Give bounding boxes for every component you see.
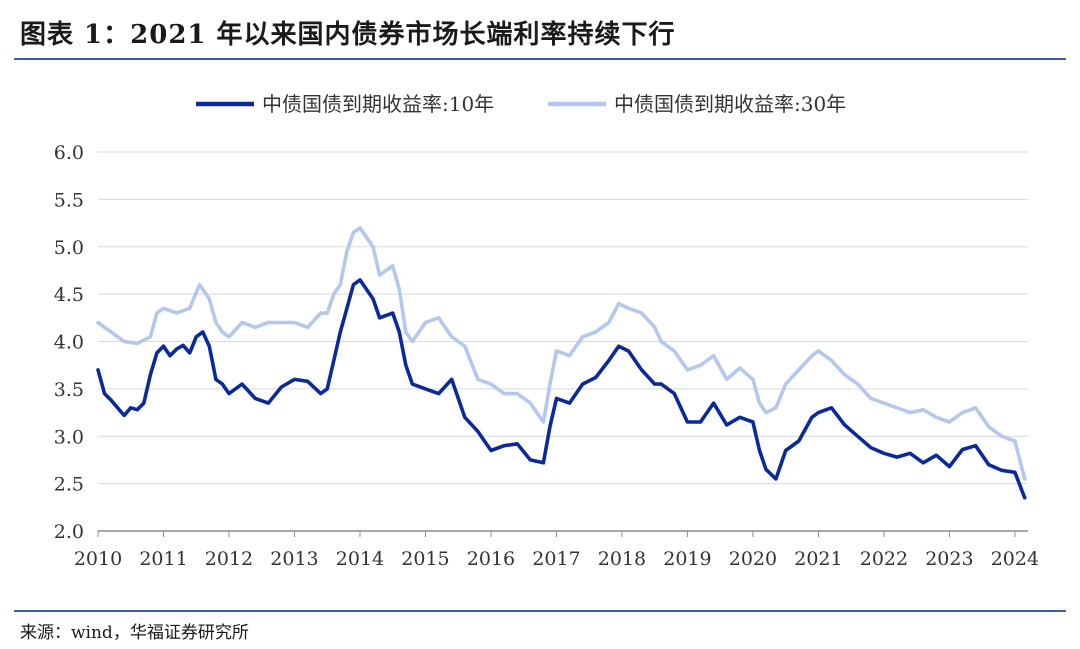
bottom-rule bbox=[14, 610, 1066, 612]
legend: 中债国债到期收益率:10年 中债国债到期收益率:30年 bbox=[196, 92, 846, 116]
x-tick-label: 2010 bbox=[74, 548, 122, 570]
series-lines bbox=[96, 226, 1027, 500]
legend-item-10y-label: 中债国债到期收益率:10年 bbox=[262, 92, 494, 116]
y-tick-label: 2.5 bbox=[54, 474, 84, 496]
gridlines bbox=[98, 151, 1028, 485]
x-tick-label: 2014 bbox=[336, 548, 384, 570]
x-tick-label: 2020 bbox=[729, 548, 777, 570]
x-tick-label: 2018 bbox=[598, 548, 646, 570]
y-tick-label: 5.0 bbox=[54, 237, 84, 259]
page-title: 图表 1：2021 年以来国内债券市场长端利率持续下行 bbox=[20, 20, 676, 50]
legend-item-30y-label: 中债国债到期收益率:30年 bbox=[614, 92, 846, 116]
y-tick-label: 6.0 bbox=[54, 142, 84, 164]
series-line-30y bbox=[96, 226, 1027, 481]
top-rule bbox=[14, 58, 1066, 60]
x-tick-label: 2019 bbox=[663, 548, 711, 570]
y-tick-label: 4.0 bbox=[54, 332, 84, 354]
y-tick-label: 3.5 bbox=[54, 379, 84, 401]
x-tick-label: 2017 bbox=[532, 548, 580, 570]
y-tick-label: 4.5 bbox=[54, 284, 84, 306]
x-tick-label: 2024 bbox=[991, 548, 1039, 570]
x-axis-ticks: 2010 2011 2012 2013 2014 2015 2016 2017 2018 2019… bbox=[74, 548, 1039, 570]
x-tick-label: 2015 bbox=[401, 548, 449, 570]
x-tick-label: 2023 bbox=[925, 548, 973, 570]
x-tick-label: 2021 bbox=[794, 548, 842, 570]
y-tick-label: 3.0 bbox=[54, 426, 84, 448]
x-tick-label: 2016 bbox=[467, 548, 515, 570]
x-tick-label: 2011 bbox=[139, 548, 187, 570]
x-tick-label: 2022 bbox=[860, 548, 908, 570]
series-line-10y bbox=[96, 278, 1027, 500]
y-tick-label: 2.0 bbox=[54, 521, 84, 543]
x-tick-label: 2013 bbox=[270, 548, 318, 570]
x-axis bbox=[97, 530, 1028, 537]
y-tick-label: 5.5 bbox=[54, 189, 84, 211]
x-tick-label: 2012 bbox=[205, 548, 253, 570]
source-note: 来源：wind，华福证券研究所 bbox=[20, 623, 249, 643]
y-axis-ticks: 2.0 2.5 3.0 3.5 4.0 4.5 5.0 5.5 6.0 bbox=[54, 142, 84, 543]
